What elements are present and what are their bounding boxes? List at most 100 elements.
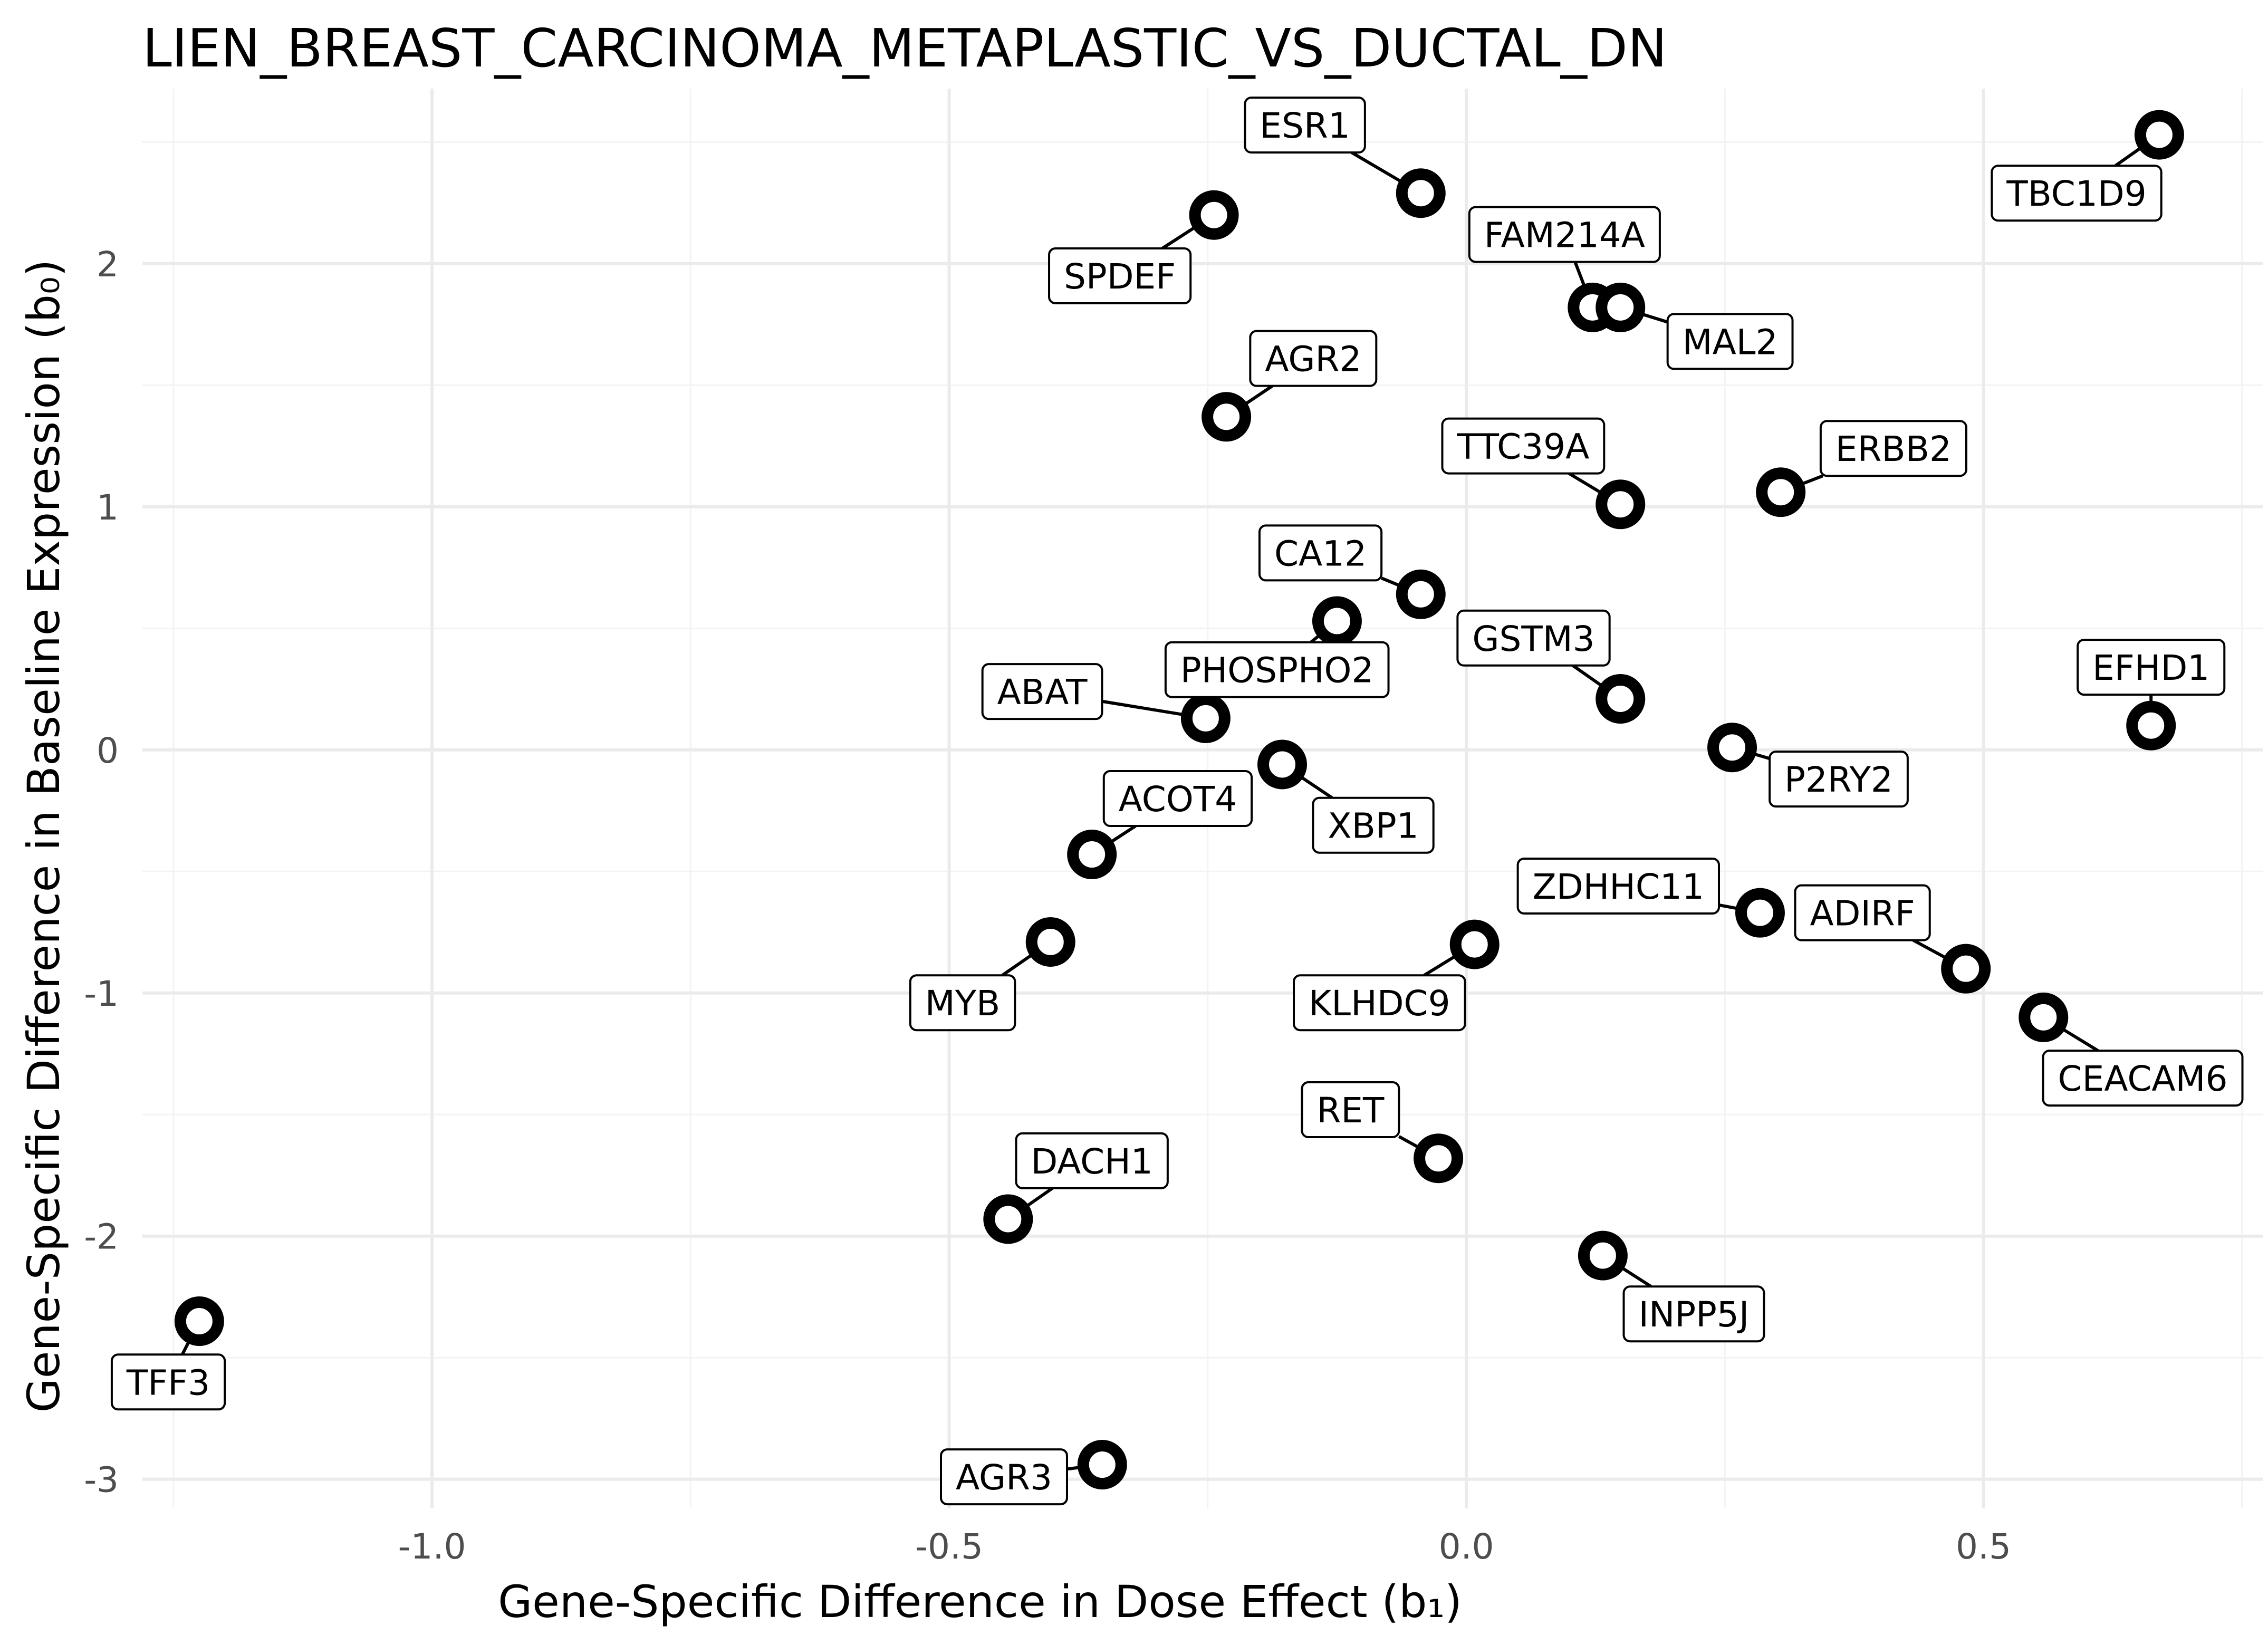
label-box [1456,609,1611,667]
label-text: ADIRF [1810,893,1915,934]
data-point [2126,700,2176,751]
point-label: ACOT4 [1102,770,1253,827]
point-label: ERBB2 [1819,420,1967,477]
y-axis-ticks: -3 -2 -1 0 1 2 [84,244,119,1501]
label-box [1293,974,1466,1032]
data-point [983,1194,1033,1244]
label-connector [1423,954,1458,977]
label-connector [1101,699,1185,717]
label-box [1048,247,1192,304]
label-text: GSTM3 [1472,619,1594,659]
x-axis-title: Gene-Specific Difference in Dose Effect … [498,1576,1462,1628]
label-box [1666,313,1794,370]
label-connector [1243,384,1274,407]
label-box [1794,884,1931,941]
data-point [1414,1133,1464,1184]
data-point [1735,888,1785,938]
label-connector [1619,1265,1652,1288]
grid [142,89,2263,1508]
data-point [1596,282,1646,332]
data-point [1578,1230,1628,1281]
point-label: FAM214A [1468,206,1661,263]
data-point [1596,479,1646,530]
label-box [1015,1132,1169,1189]
label-connector [2060,1027,2099,1052]
point-label: CA12 [1258,524,1383,582]
point-label: TFF3 [110,1353,226,1411]
data-point [1707,723,1757,773]
y-tick-label: 2 [97,244,119,285]
label-connectors [180,146,2153,1471]
label-box [940,1448,1068,1506]
label-text: SPDEF [1064,256,1176,297]
x-tick-label: 0.0 [1439,1526,1494,1567]
label-box [1102,770,1253,827]
label-connector [1640,312,1668,324]
label-box [1312,796,1435,854]
data-point [1396,168,1446,218]
label-text: KLHDC9 [1309,983,1450,1024]
data-point [1257,739,1307,790]
point-label: XBP1 [1312,796,1435,854]
label-box [1468,206,1661,263]
y-tick-label: 0 [97,730,119,771]
label-text: FAM214A [1484,215,1645,256]
point-label: ADIRF [1794,884,1931,941]
data-point [1067,830,1117,880]
label-connector [1572,664,1604,688]
label-connector [1398,1135,1421,1150]
label-text: ABAT [997,672,1088,713]
label-box [1301,1081,1400,1139]
data-point [1941,944,1991,994]
label-text: ACOT4 [1119,779,1237,820]
x-tick-label: -0.5 [915,1526,983,1567]
label-box [2042,1050,2244,1107]
label-connector [1161,225,1197,250]
x-tick-label: 0.5 [1956,1526,2011,1567]
data-point [2134,110,2184,160]
point-label: PHOSPHO2 [1164,641,1390,698]
label-text: P2RY2 [1784,759,1893,800]
point-label: KLHDC9 [1293,974,1466,1032]
label-text: ERBB2 [1835,429,1952,469]
label-connector [2115,146,2143,167]
label-text: MAL2 [1683,322,1778,362]
label-connector [1109,824,1137,844]
label-box [1258,524,1383,582]
data-point [174,1296,224,1347]
label-box [1991,165,2163,222]
label-text: RET [1316,1090,1385,1131]
data-point [1312,596,1362,646]
data-point [1449,919,1500,969]
data-point [1077,1440,1127,1490]
label-connector [1912,939,1948,960]
data-point [1596,674,1646,724]
chart-title: LIEN_BREAST_CARCINOMA_METAPLASTIC_VS_DUC… [142,17,1667,79]
label-text: DACH1 [1031,1141,1152,1182]
label-text: ZDHHC11 [1533,867,1704,907]
label-text: XBP1 [1328,806,1418,847]
label-box [981,663,1103,720]
label-box [1164,641,1390,698]
label-text: TBC1D9 [2006,174,2146,214]
point-label: EFHD1 [2077,639,2226,696]
data-point [1756,467,1806,517]
data-point [1202,392,1252,442]
label-connector [1800,474,1824,486]
label-box [1622,1285,1765,1343]
label-text: AGR2 [1265,339,1361,380]
label-box [1244,97,1366,154]
label-text: CA12 [1274,533,1367,574]
label-text: ESR1 [1260,105,1350,146]
point-label: AGR3 [940,1448,1068,1506]
point-label: SPDEF [1048,247,1192,304]
label-box [909,974,1016,1032]
label-box [1769,751,1909,808]
point-label: INPP5J [1622,1285,1765,1343]
label-text: EFHD1 [2092,648,2209,688]
point-label: CEACAM6 [2042,1050,2244,1107]
point-label: ABAT [981,663,1103,720]
label-box [1441,417,1606,475]
point-label: TTC39A [1441,417,1606,475]
